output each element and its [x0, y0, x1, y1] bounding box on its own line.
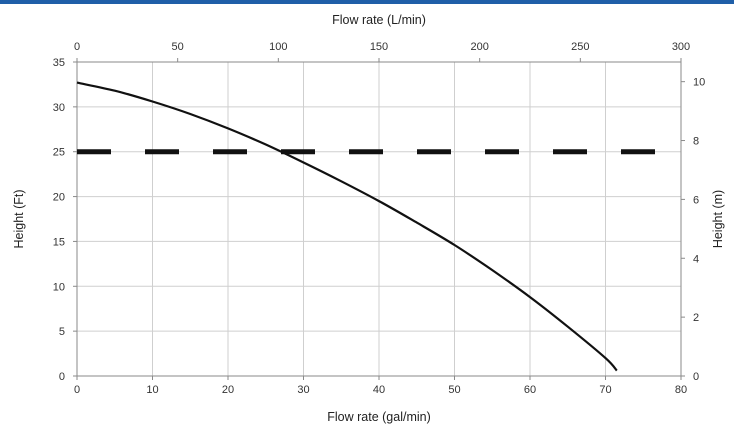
x-tick-label: 0 — [74, 384, 80, 396]
top-x-tick-label: 200 — [470, 41, 488, 53]
top-x-tick-label: 100 — [269, 41, 287, 53]
right-y-tick-label: 10 — [693, 77, 705, 89]
y-tick-label: 20 — [53, 192, 65, 204]
right-y-axis-title: Height (m) — [711, 190, 725, 248]
right-y-tick-label: 8 — [693, 136, 699, 148]
y-tick-label: 35 — [53, 57, 65, 69]
x-tick-label: 20 — [222, 384, 234, 396]
right-y-tick-label: 4 — [693, 253, 699, 265]
x-tick-label: 40 — [373, 384, 385, 396]
y-tick-label: 25 — [53, 147, 65, 159]
top-x-tick-label: 50 — [172, 41, 184, 53]
top-x-tick-label: 0 — [74, 41, 80, 53]
x-tick-label: 30 — [297, 384, 309, 396]
top-x-axis-title: Flow rate (L/min) — [332, 13, 426, 27]
y-tick-label: 15 — [53, 236, 65, 248]
x-axis-title: Flow rate (gal/min) — [327, 410, 431, 424]
right-y-tick-label: 0 — [693, 371, 699, 383]
x-tick-label: 70 — [599, 384, 611, 396]
top-x-tick-label: 250 — [571, 41, 589, 53]
right-y-tick-label: 6 — [693, 194, 699, 206]
x-tick-label: 50 — [448, 384, 460, 396]
y-tick-label: 30 — [53, 102, 65, 114]
series-layer — [76, 81, 659, 372]
y-tick-label: 5 — [59, 326, 65, 338]
top-accent-rule — [0, 0, 734, 4]
top-x-tick-label: 150 — [370, 41, 388, 53]
x-tick-label: 80 — [675, 384, 687, 396]
right-y-tick-label: 2 — [693, 312, 699, 324]
pump-curve-line — [76, 81, 618, 372]
axes — [73, 58, 685, 380]
x-tick-label: 60 — [524, 384, 536, 396]
top-x-tick-label: 300 — [672, 41, 690, 53]
y-tick-label: 0 — [59, 371, 65, 383]
x-tick-label: 10 — [146, 384, 158, 396]
y-axis-title: Height (Ft) — [12, 189, 26, 248]
y-tick-label: 10 — [53, 281, 65, 293]
grid-lines — [76, 61, 682, 377]
